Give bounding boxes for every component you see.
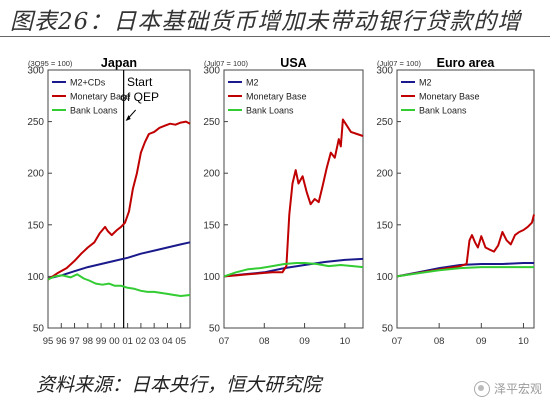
x-tick-label: 04 (162, 336, 173, 347)
qep-annotation-text: of QEP (120, 90, 159, 104)
series-line-loans (47, 273, 191, 297)
brand-watermark: 泽平宏观 (473, 380, 542, 397)
y-tick-label: 300 (376, 66, 393, 77)
x-tick-label: 05 (175, 336, 186, 347)
y-tick-label: 250 (376, 117, 393, 128)
y-tick-label: 150 (203, 220, 220, 231)
charts-panel: 50 100 150 200 250 300 95 96 97 98 99 00 01 02 03 04 05 (… (27, 56, 535, 347)
y-tick-label: 150 (27, 220, 44, 231)
legend-label: M2+CDs (70, 78, 106, 88)
legend-label: Monetary Base (246, 92, 307, 102)
y-tick-label: 150 (376, 220, 393, 231)
y-tick-label: 200 (27, 169, 44, 180)
plot-frame (47, 69, 191, 329)
brand-label: 泽平宏观 (493, 382, 542, 396)
source-note: 资料来源：日本央行，恒大研究院 (36, 374, 322, 396)
legend-label: Monetary Base (419, 92, 480, 102)
x-tick-label: 01 (122, 336, 133, 347)
y-tick-label: 200 (203, 169, 220, 180)
y-tick-label: 50 (209, 324, 221, 335)
y-tick-label: 100 (376, 272, 393, 283)
y-tick-label: 300 (27, 66, 44, 77)
series-line-m2 (47, 241, 191, 280)
y-tick-label: 200 (376, 169, 393, 180)
index-base-label: (Jul07 = 100) (377, 59, 421, 68)
x-tick-label: 07 (219, 336, 230, 347)
index-base-label: (Jul07 = 100) (204, 59, 248, 68)
panel-title: Euro area (437, 56, 496, 70)
x-tick-label: 03 (149, 336, 160, 347)
x-tick-label: 08 (259, 336, 270, 347)
plot-frame (396, 69, 535, 329)
y-tick-label: 100 (203, 272, 220, 283)
x-tick-label: 02 (136, 336, 147, 347)
index-base-label: (3Q95 = 100) (28, 59, 73, 68)
x-tick-label: 09 (476, 336, 487, 347)
x-tick-label: 99 (96, 336, 107, 347)
x-tick-label: 00 (109, 336, 120, 347)
chart-panel-3: 50 100 150 200 250 300 07 08 09 10 (Jul07 = 100) Eu… (376, 56, 535, 347)
y-tick-label: 50 (33, 324, 45, 335)
x-tick-label: 09 (299, 336, 310, 347)
qep-annotation-text: Start (127, 75, 153, 89)
x-tick-label: 97 (69, 336, 80, 347)
y-tick-label: 250 (27, 117, 44, 128)
x-tick-label: 10 (518, 336, 529, 347)
x-tick-label: 96 (56, 336, 67, 347)
series-line-base (47, 120, 191, 281)
y-tick-label: 100 (27, 272, 44, 283)
panel-title: Japan (101, 56, 137, 70)
series-line-base (223, 118, 364, 278)
wechat-icon (473, 380, 490, 397)
legend-label: Monetary Base (70, 92, 131, 102)
y-tick-label: 50 (382, 324, 394, 335)
y-tick-label: 300 (203, 66, 220, 77)
x-tick-label: 98 (83, 336, 94, 347)
x-tick-label: 10 (340, 336, 351, 347)
series-line-base (396, 214, 535, 278)
plot-frame (223, 69, 364, 329)
legend-label: Bank Loans (70, 106, 118, 116)
series-line-loans (396, 266, 534, 278)
panel-title: USA (280, 56, 306, 70)
y-tick-label: 250 (203, 117, 220, 128)
legend-label: Bank Loans (419, 106, 467, 116)
figure-title: 图表26：日本基础货币增加未带动银行贷款的增 (0, 0, 550, 35)
legend-label: Bank Loans (246, 106, 294, 116)
figure-title-text: 图表26：日本基础货币增加未带动银行贷款的增 (10, 9, 522, 35)
chart-panel-2: 50 100 150 200 250 300 07 08 09 10 (Jul07 = 100) US… (203, 56, 364, 347)
x-tick-label: 08 (434, 336, 445, 347)
legend-label: M2 (419, 78, 432, 88)
x-tick-label: 07 (392, 336, 403, 347)
series-line-loans (223, 262, 364, 278)
qep-arrowhead (125, 115, 131, 121)
legend-label: M2 (246, 78, 259, 88)
chart-panel-1: 50 100 150 200 250 300 95 96 97 98 99 00 01 02 03 04 05 (… (27, 56, 191, 347)
title-divider (0, 36, 550, 37)
x-tick-label: 95 (43, 336, 54, 347)
